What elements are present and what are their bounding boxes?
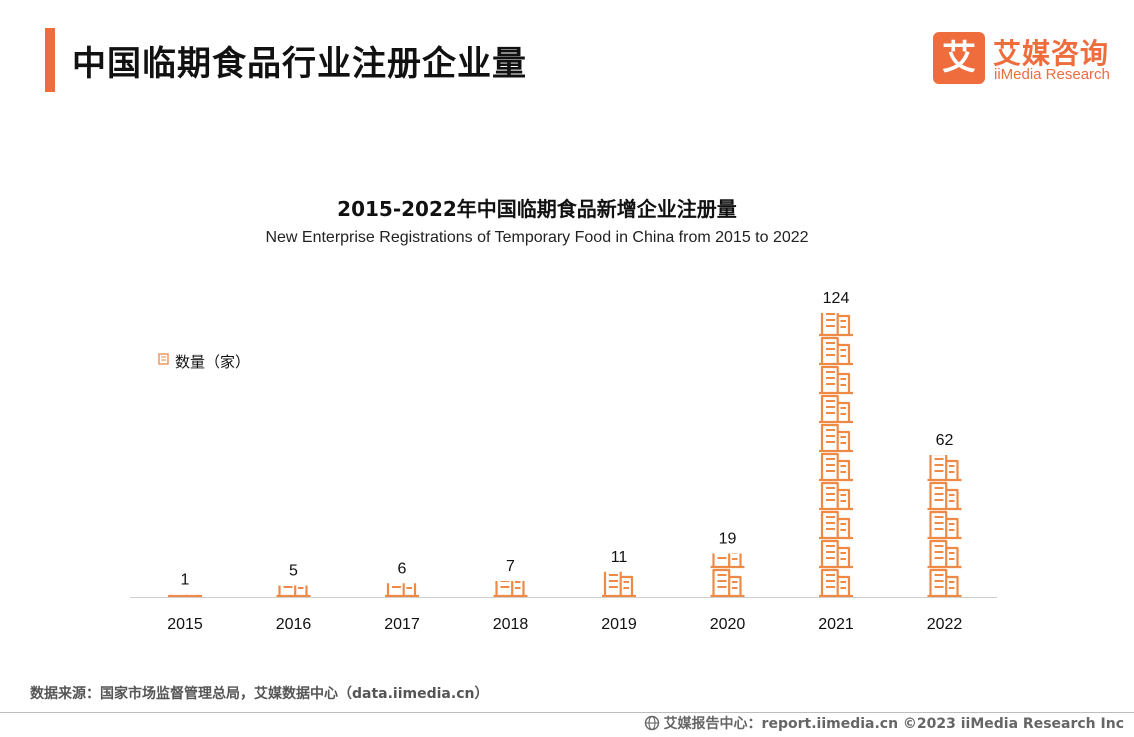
logo-mark-glyph: 艾 <box>942 38 976 78</box>
title-accent-bar <box>45 28 55 92</box>
x-tick-label-2021: 2021 <box>818 616 854 633</box>
data-source: 数据来源：国家市场监督管理总局，艾媒数据中心（data.iimedia.cn） <box>30 686 489 702</box>
x-tick-label-2018: 2018 <box>493 616 529 633</box>
page-title: 中国临期食品行业注册企业量 <box>72 44 527 84</box>
data-label-2020: 19 <box>719 530 737 547</box>
bar-2022 <box>927 455 962 597</box>
footer-text: 艾媒报告中心：report.iimedia.cn ©2023 iiMedia R… <box>663 716 1124 732</box>
iimedia-logo: 艾 艾媒咨询 iiMedia Research <box>933 32 1113 86</box>
x-tick-label-2022: 2022 <box>927 616 963 633</box>
logo-name-cn: 艾媒咨询 <box>993 37 1110 70</box>
x-tick-label-2017: 2017 <box>384 616 420 633</box>
globe-icon <box>644 715 659 731</box>
bar-2015 <box>168 594 202 597</box>
bar-2017 <box>385 583 419 597</box>
bar-2018 <box>493 580 528 597</box>
data-label-2017: 6 <box>398 560 407 577</box>
logo-mark: 艾 <box>933 32 985 84</box>
x-tick-label-2019: 2019 <box>601 616 637 633</box>
legend-label: 数量（家） <box>175 353 251 371</box>
x-tick-label-2016: 2016 <box>276 616 312 633</box>
chart-title: 2015-2022年中国临期食品新增企业注册量 <box>337 197 737 221</box>
data-label-2019: 11 <box>611 549 628 566</box>
x-tick-label-2020: 2020 <box>710 616 746 633</box>
data-label-2016: 5 <box>289 563 298 580</box>
data-label-2022: 62 <box>936 432 954 449</box>
data-label-2021: 124 <box>823 290 850 307</box>
x-tick-label-2015: 2015 <box>167 616 203 633</box>
bar-2020 <box>710 553 745 598</box>
footer: 艾媒报告中心：report.iimedia.cn ©2023 iiMedia R… <box>644 713 1124 733</box>
logo-name-en: iiMedia Research <box>994 66 1110 83</box>
building-icon <box>158 353 169 365</box>
bar-2016 <box>276 585 311 598</box>
bar-2019 <box>602 571 636 598</box>
data-label-2015: 1 <box>181 572 190 589</box>
bar-2021 <box>819 313 853 597</box>
chart-subtitle: New Enterprise Registrations of Temporar… <box>265 229 809 246</box>
data-label-2018: 7 <box>506 558 515 575</box>
footer-divider <box>0 712 1134 713</box>
